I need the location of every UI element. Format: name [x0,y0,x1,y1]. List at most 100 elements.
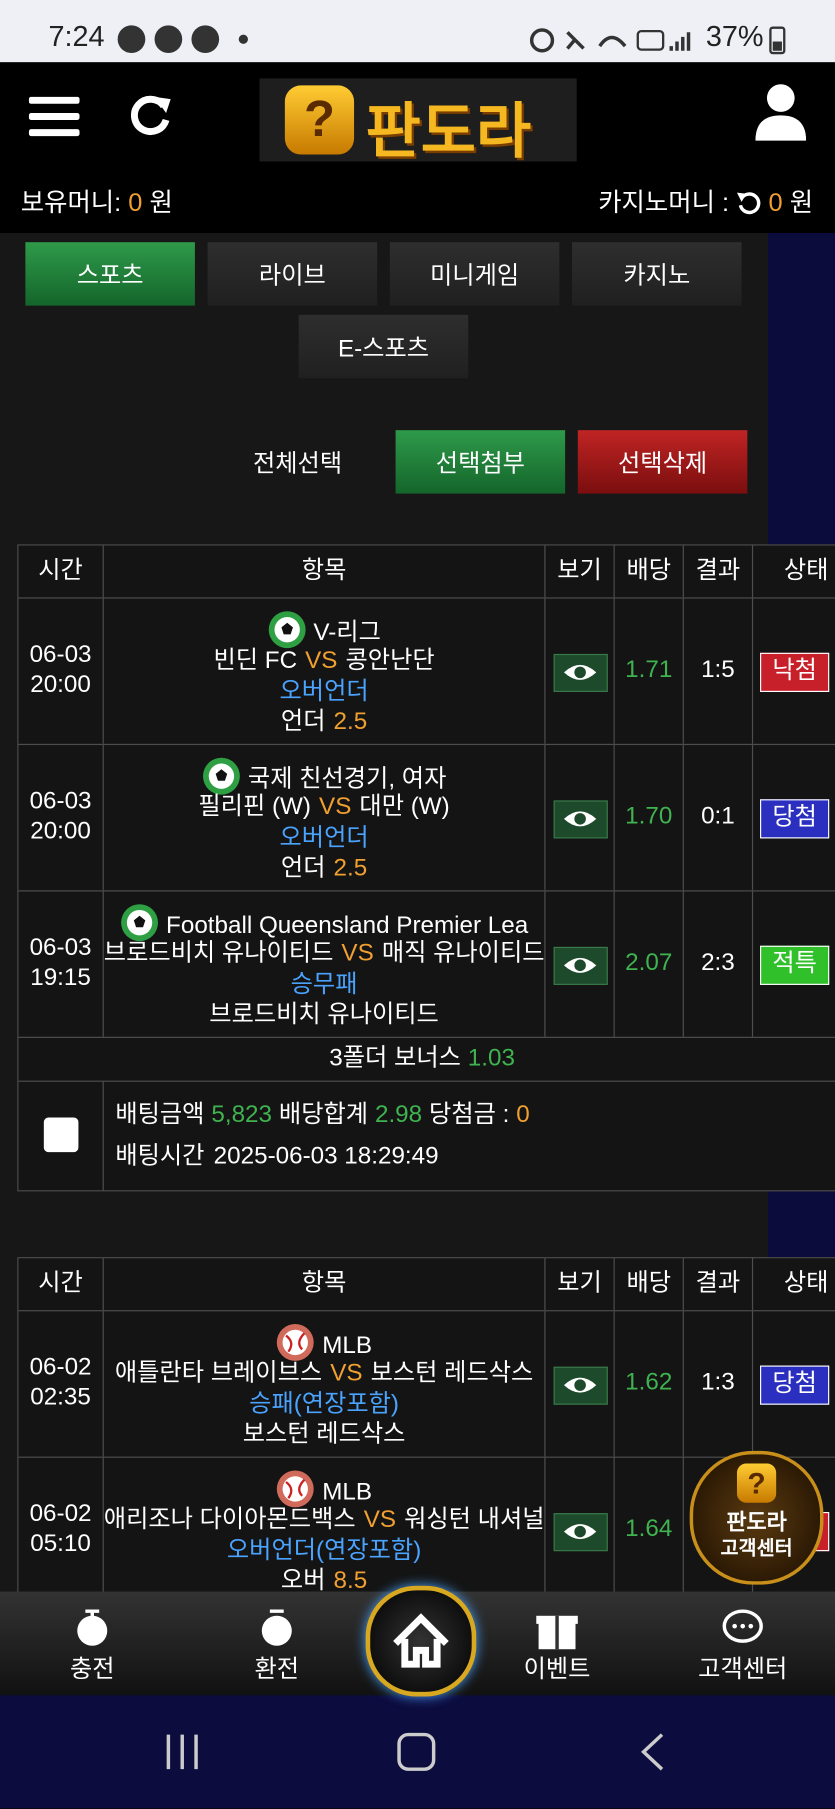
status-cell: 당첨 [751,1310,835,1458]
icon-part [28,113,80,120]
nav-item[interactable]: 충전 [23,1605,161,1690]
vs: VS [319,793,352,821]
home-button[interactable] [365,1585,477,1697]
tab[interactable]: E-스포츠 [298,314,469,379]
header-text: 상태 [783,557,829,584]
tab[interactable]: 카지노 [572,242,742,306]
result-cell: 2:3 [682,890,754,1038]
vs: VS [363,1506,397,1533]
market: 오버언더 [279,678,369,705]
status-badge: 당첨 [760,1365,830,1405]
pick-line: 브로드비치 유나이티드 [104,999,545,1031]
pick-line: 언더 2.5 [104,706,545,738]
nav-label: 환전 [254,1656,300,1683]
icon-part [766,84,795,112]
icon-part [636,29,665,51]
icon-part [748,1623,754,1629]
pick: 언더 [280,854,326,882]
amount: 5,823 [211,1101,273,1128]
time: 02:35 [30,1383,91,1411]
icon-part [574,666,586,679]
header-text: 항목 [301,557,347,584]
time: 20:00 [30,817,91,845]
nav-item[interactable]: 고객센터 [674,1605,812,1690]
icon-part [574,959,586,972]
checkbox[interactable] [43,1117,79,1153]
view-button[interactable] [553,1366,608,1405]
casino-refresh[interactable] [736,189,761,215]
soccer-icon [268,611,306,649]
view-button[interactable] [553,653,608,692]
icon-part [191,25,220,54]
nav-item[interactable]: 환전 [208,1605,346,1690]
date: 06-03 [29,787,92,815]
header-cell: 배당 [613,1257,684,1312]
icon-part [154,25,183,54]
notification-icons [117,25,248,54]
status-badge: 낙첨 [760,652,830,692]
status: 당첨 [772,803,817,831]
match-line: 애리조나 다이아몬드백스 VS 워싱턴 내셔널스 [104,1504,545,1536]
baseball-icon [277,1470,315,1508]
time-cell: 06-02 02:35 [17,1310,104,1458]
content: 스포츠 라이브 미니게임 카지노 E-스포츠 전체선택 선택첨부 선택삭제 시간 항목 보기 배당 결과… [17,242,835,1605]
league-line: MLB [104,1323,545,1362]
odds: 1.70 [625,802,673,830]
menu-button[interactable] [28,95,80,139]
support-badge[interactable]: ? 판도라 고객센터 [689,1450,824,1585]
summary-cell: 배팅금액 5,823 배당합계 2.98 당첨금 :0 배팅시간 2025-06-03 18… [102,1080,835,1192]
pick-value: 8.5 [333,1567,368,1594]
android-buttons[interactable] [161,1730,692,1776]
view-button[interactable] [553,946,608,985]
nav-label: 이벤트 [523,1656,591,1683]
tab[interactable]: 미니게임 [389,242,560,306]
view-button[interactable] [553,1513,608,1552]
league: V-리그 [313,619,381,646]
android-nav [0,1695,835,1809]
win-label: 당첨금 : [429,1101,510,1128]
league: MLB [322,1478,373,1506]
result-cell: 0:1 [682,743,754,892]
date: 06-03 [29,641,92,668]
view-cell [544,597,615,746]
icon-part [28,129,80,137]
time-label: 배팅시간 [115,1142,205,1170]
battery-level: 37% [705,20,764,54]
market: 승무패 [290,971,358,998]
vs: VS [305,647,338,674]
nav-item[interactable]: 이벤트 [488,1605,626,1690]
nav-label: 충전 [69,1656,115,1683]
header-text: 시간 [38,557,83,584]
bet-time: 2025-06-03 18:29:49 [213,1142,439,1170]
refresh-button[interactable] [127,92,173,138]
casino-unit: 원 [789,187,814,217]
header-text: 항목 [301,1269,347,1297]
header-cell: 보기 [544,1257,615,1312]
view-button[interactable] [553,800,608,839]
header-cell: 상태 [751,544,835,599]
status-cell: 낙첨 [751,597,835,746]
bonus-label: 3폴더 보너스 [329,1044,461,1072]
view-cell [544,1456,615,1605]
delete-button[interactable]: 선택삭제 [577,430,748,494]
nav-icon [722,1609,763,1643]
tab[interactable]: 스포츠 [25,242,195,306]
tab[interactable]: 라이브 [207,242,378,306]
eye-icon [563,957,597,973]
pick: 브로드비치 유나이티드 [209,1001,439,1028]
pick-value: 2.5 [333,854,368,882]
logo[interactable]: ? 판도라 [259,78,577,166]
icon-part [772,41,782,51]
icon-part [641,1733,664,1771]
account-button[interactable] [755,83,807,141]
header-cell: 항목 [102,1257,546,1312]
logo-mark: ? [284,85,355,155]
item-cell: MLB 애틀란타 브레이브스 VS 보스턴 레드삭스 승패(연장포함) 보스턴 레드삭스 [102,1310,546,1458]
attach-button[interactable]: 선택첨부 [395,430,566,494]
bonus-line: 3폴더 보너스 1.03 [18,1043,825,1075]
select-all[interactable]: 전체선택 [252,450,343,477]
balance: 보유머니: 0 원 [21,182,173,219]
bonus-row: 3폴더 보너스 1.03 [17,1036,835,1082]
soccer-icon [121,904,158,942]
